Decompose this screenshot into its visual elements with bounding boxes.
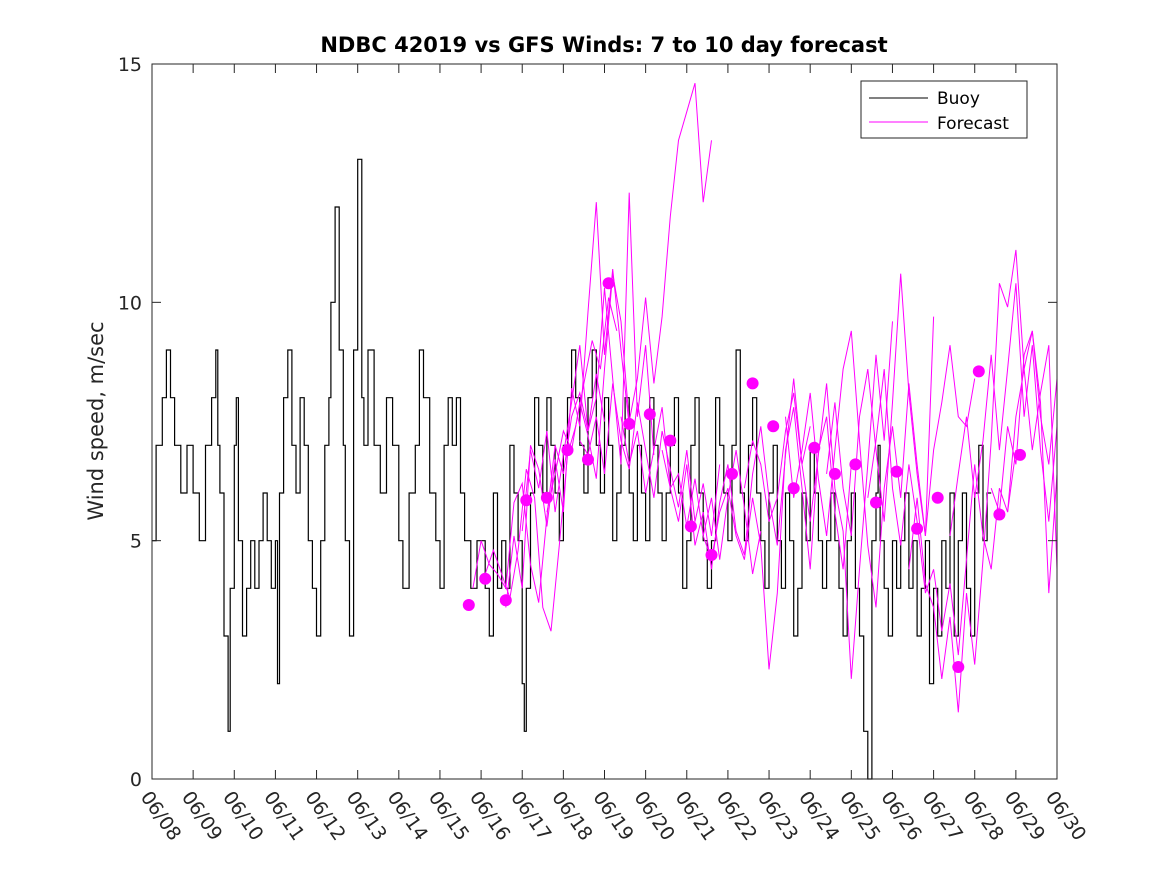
forecast-line-15 (949, 283, 1058, 536)
forecast-marker (684, 520, 697, 533)
x-tick-label: 06/14 (383, 787, 432, 844)
x-tick-label: 06/19 (588, 787, 637, 844)
x-tick-label: 06/21 (671, 787, 720, 844)
forecast-marker (746, 377, 759, 390)
x-tick-label: 06/18 (547, 787, 596, 844)
x-tick-label: 06/29 (1000, 787, 1049, 844)
x-tick-label: 06/15 (424, 787, 473, 844)
y-tick-label: 10 (118, 292, 142, 314)
forecast-marker (911, 522, 924, 535)
forecast-marker (787, 482, 800, 495)
forecast-marker (623, 417, 636, 430)
plot-area: 05101506/0806/0906/1006/1106/1206/1306/1… (118, 54, 1091, 845)
forecast-marker (890, 465, 903, 478)
x-tick-label: 06/20 (630, 787, 679, 844)
forecast-marker (870, 496, 882, 509)
y-tick-label: 15 (118, 54, 142, 76)
buoy-series-line (152, 158, 992, 780)
x-tick-label: 06/13 (342, 787, 391, 844)
x-tick-label: 06/09 (177, 787, 226, 844)
forecast-marker (602, 277, 615, 290)
forecast-marker (972, 365, 985, 378)
chart-title: NDBC 42019 vs GFS Winds: 7 to 10 day for… (320, 33, 887, 57)
x-tick-label: 06/26 (876, 787, 925, 844)
x-tick-label: 06/16 (465, 787, 514, 844)
forecast-marker (479, 572, 492, 585)
y-tick-label: 0 (130, 769, 142, 791)
forecast-marker (462, 599, 475, 611)
x-tick-label: 06/25 (835, 787, 884, 844)
x-tick-label: 06/17 (506, 787, 555, 844)
legend-forecast-label: Forecast (937, 114, 1009, 134)
forecast-line-10 (743, 321, 893, 679)
x-tick-label: 06/27 (918, 787, 967, 844)
forecast-marker (767, 420, 780, 433)
legend: Buoy Forecast (860, 80, 1028, 139)
legend-box (860, 80, 1028, 139)
x-tick-label: 06/30 (1041, 787, 1090, 844)
forecast-marker (993, 508, 1006, 521)
x-tick-label: 06/10 (218, 787, 267, 844)
forecast-marker (643, 408, 656, 421)
forecast-marker (726, 467, 738, 480)
x-tick-label: 06/28 (959, 787, 1008, 844)
forecast-line-17 (1007, 345, 1058, 570)
forecast-line-11 (785, 316, 935, 608)
x-tick-label: 06/11 (259, 787, 308, 844)
forecast-line-16 (990, 330, 1058, 594)
x-tick-label: 06/08 (136, 787, 185, 844)
forecast-marker (540, 491, 553, 504)
forecast-line-2 (484, 297, 618, 632)
forecast-marker (952, 661, 965, 673)
legend-buoy-label: Buoy (937, 89, 980, 109)
forecast-line-13 (867, 369, 1017, 656)
forecast-marker (828, 467, 841, 480)
forecast-marker (808, 441, 821, 454)
forecast-line-1 (472, 373, 605, 603)
forecast-line-9 (702, 407, 852, 670)
x-tick-label: 06/23 (753, 787, 802, 844)
y-tick-label: 5 (130, 531, 142, 553)
forecast-marker (582, 453, 594, 466)
forecast-marker (705, 549, 718, 561)
y-axis-label: Wind speed, m/sec (84, 321, 108, 520)
forecast-marker (931, 491, 944, 504)
forecast-marker (520, 494, 533, 507)
forecast-marker (664, 434, 677, 447)
forecast-line-12 (826, 273, 976, 536)
forecast-marker (1014, 448, 1026, 461)
forecast-line-4 (521, 192, 655, 532)
x-tick-label: 06/22 (712, 787, 761, 844)
forecast-marker (499, 594, 512, 607)
forecast-marker (849, 458, 862, 471)
x-tick-label: 06/12 (300, 787, 349, 844)
forecast-marker (561, 444, 574, 457)
x-tick-label: 06/24 (794, 787, 843, 844)
